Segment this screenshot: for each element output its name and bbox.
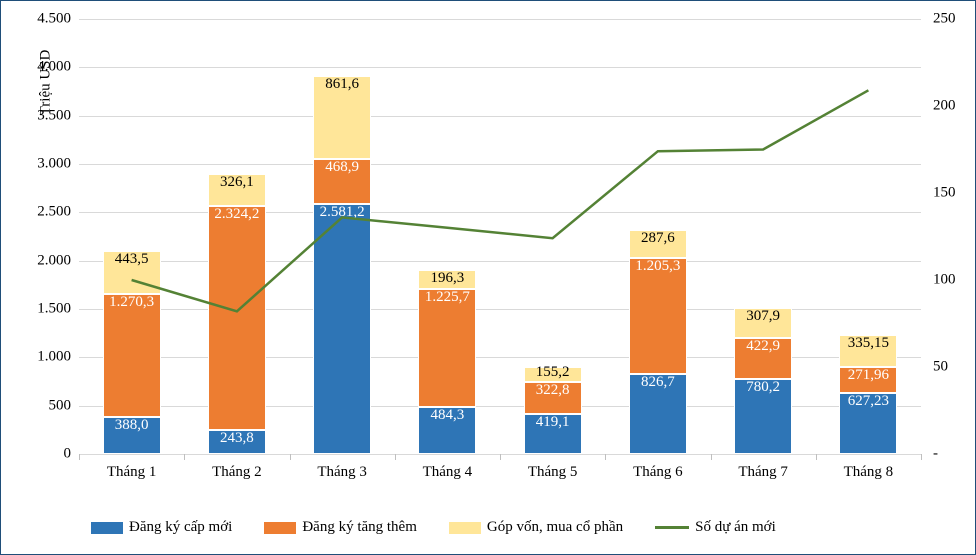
x-tick-mark [184,454,185,460]
bar-value-label: 326,1 [208,175,266,190]
bar-value-label: 388,0 [103,418,161,433]
bar-stack: 826,7 1.205,3 287,6 [629,19,687,454]
gridline [79,212,921,213]
legend-item: Đăng ký tăng thêm [264,519,417,536]
bar-value-label: 2.581,2 [313,205,371,220]
gridline [79,164,921,165]
legend-label: Góp vốn, mua cổ phần [487,519,623,536]
legend-label: Số dự án mới [695,519,776,536]
bar-value-label: 780,2 [734,380,792,395]
plot-area: 05001.0001.5002.0002.5003.0003.5004.0004… [79,19,921,454]
bar-stack: 484,3 1.225,7 196,3 [418,19,476,454]
bar-value-label: 322,8 [524,383,582,398]
gridline [79,67,921,68]
legend-line-swatch [655,526,689,529]
x-tick-mark [79,454,80,460]
y-left-tick-label: 2.500 [37,205,79,220]
y-right-tick-label: 200 [921,99,956,114]
bar-value-label: 627,23 [839,394,897,409]
y-right-tick-label: 150 [921,186,956,201]
gridline [79,406,921,407]
bar-value-label: 1.205,3 [629,259,687,274]
bar-segment-dk_tang_them [629,258,687,375]
bar-segment-dk_tang_them [418,289,476,407]
y-right-tick-label: 50 [921,360,948,375]
bar-stack: 419,1 322,8 155,2 [524,19,582,454]
x-tick-label: Tháng 6 [633,454,683,481]
legend-item: Góp vốn, mua cổ phần [449,519,623,536]
legend-swatch [449,522,481,534]
bar-segment-dk_cap_moi [313,204,371,454]
x-tick-mark [816,454,817,460]
chart-container: 05001.0001.5002.0002.5003.0003.5004.0004… [0,0,976,555]
y-left-tick-label: 500 [49,398,80,413]
x-tick-label: Tháng 7 [738,454,788,481]
bar-segment-dk_tang_them [208,206,266,431]
bar-value-label: 335,15 [839,336,897,351]
x-tick-mark [395,454,396,460]
legend-label: Đăng ký cấp mới [129,519,232,536]
y-left-tick-label: 1.000 [37,350,79,365]
x-tick-label: Tháng 8 [844,454,894,481]
bar-stack: 243,8 2.324,2 326,1 [208,19,266,454]
bar-stack: 780,2 422,9 307,9 [734,19,792,454]
gridline [79,19,921,20]
bar-value-label: 243,8 [208,431,266,446]
bar-value-label: 155,2 [524,365,582,380]
legend-label: Đăng ký tăng thêm [302,519,417,536]
y-left-tick-label: 3.000 [37,157,79,172]
bar-stack: 2.581,2 468,9 861,6 [313,19,371,454]
y-left-tick-label: 0 [64,447,80,462]
x-tick-mark [711,454,712,460]
x-tick-label: Tháng 1 [107,454,157,481]
y-left-tick-label: 2.000 [37,253,79,268]
gridline [79,261,921,262]
bar-stack: 388,0 1.270,3 443,5 [103,19,161,454]
bar-value-label: 271,96 [839,368,897,383]
x-tick-label: Tháng 2 [212,454,262,481]
bar-value-label: 307,9 [734,309,792,324]
legend: Đăng ký cấp mới Đăng ký tăng thêm Góp vốn,… [91,519,776,536]
legend-swatch [91,522,123,534]
legend-swatch [264,522,296,534]
x-tick-mark [290,454,291,460]
x-tick-mark [500,454,501,460]
y-right-tick-label: 250 [921,12,956,27]
bar-value-label: 196,3 [418,271,476,286]
y-axis-title: Triệu USD [37,50,54,116]
x-tick-label: Tháng 5 [528,454,578,481]
bar-segment-dk_tang_them [103,294,161,417]
x-tick-mark [605,454,606,460]
y-right-tick-label: 100 [921,273,956,288]
bar-value-label: 861,6 [313,77,371,92]
legend-item: Đăng ký cấp mới [91,519,232,536]
bar-value-label: 468,9 [313,160,371,175]
x-tick-label: Tháng 4 [423,454,473,481]
gridline [79,309,921,310]
bar-value-label: 484,3 [418,408,476,423]
gridline [79,116,921,117]
bar-stack: 627,23 271,96 335,15 [839,19,897,454]
y-left-tick-label: 4.500 [37,12,79,27]
y-left-tick-label: 1.500 [37,302,79,317]
x-tick-label: Tháng 3 [317,454,367,481]
bar-value-label: 1.270,3 [103,295,161,310]
gridline [79,357,921,358]
legend-item: Số dự án mới [655,519,776,536]
bar-value-label: 443,5 [103,252,161,267]
line-series [79,19,921,454]
bar-value-label: 826,7 [629,375,687,390]
bar-value-label: 422,9 [734,339,792,354]
bar-value-label: 287,6 [629,231,687,246]
y-right-tick-label: - [921,447,938,462]
x-tick-mark [921,454,922,460]
bar-value-label: 2.324,2 [208,207,266,222]
bar-value-label: 419,1 [524,415,582,430]
bar-value-label: 1.225,7 [418,290,476,305]
